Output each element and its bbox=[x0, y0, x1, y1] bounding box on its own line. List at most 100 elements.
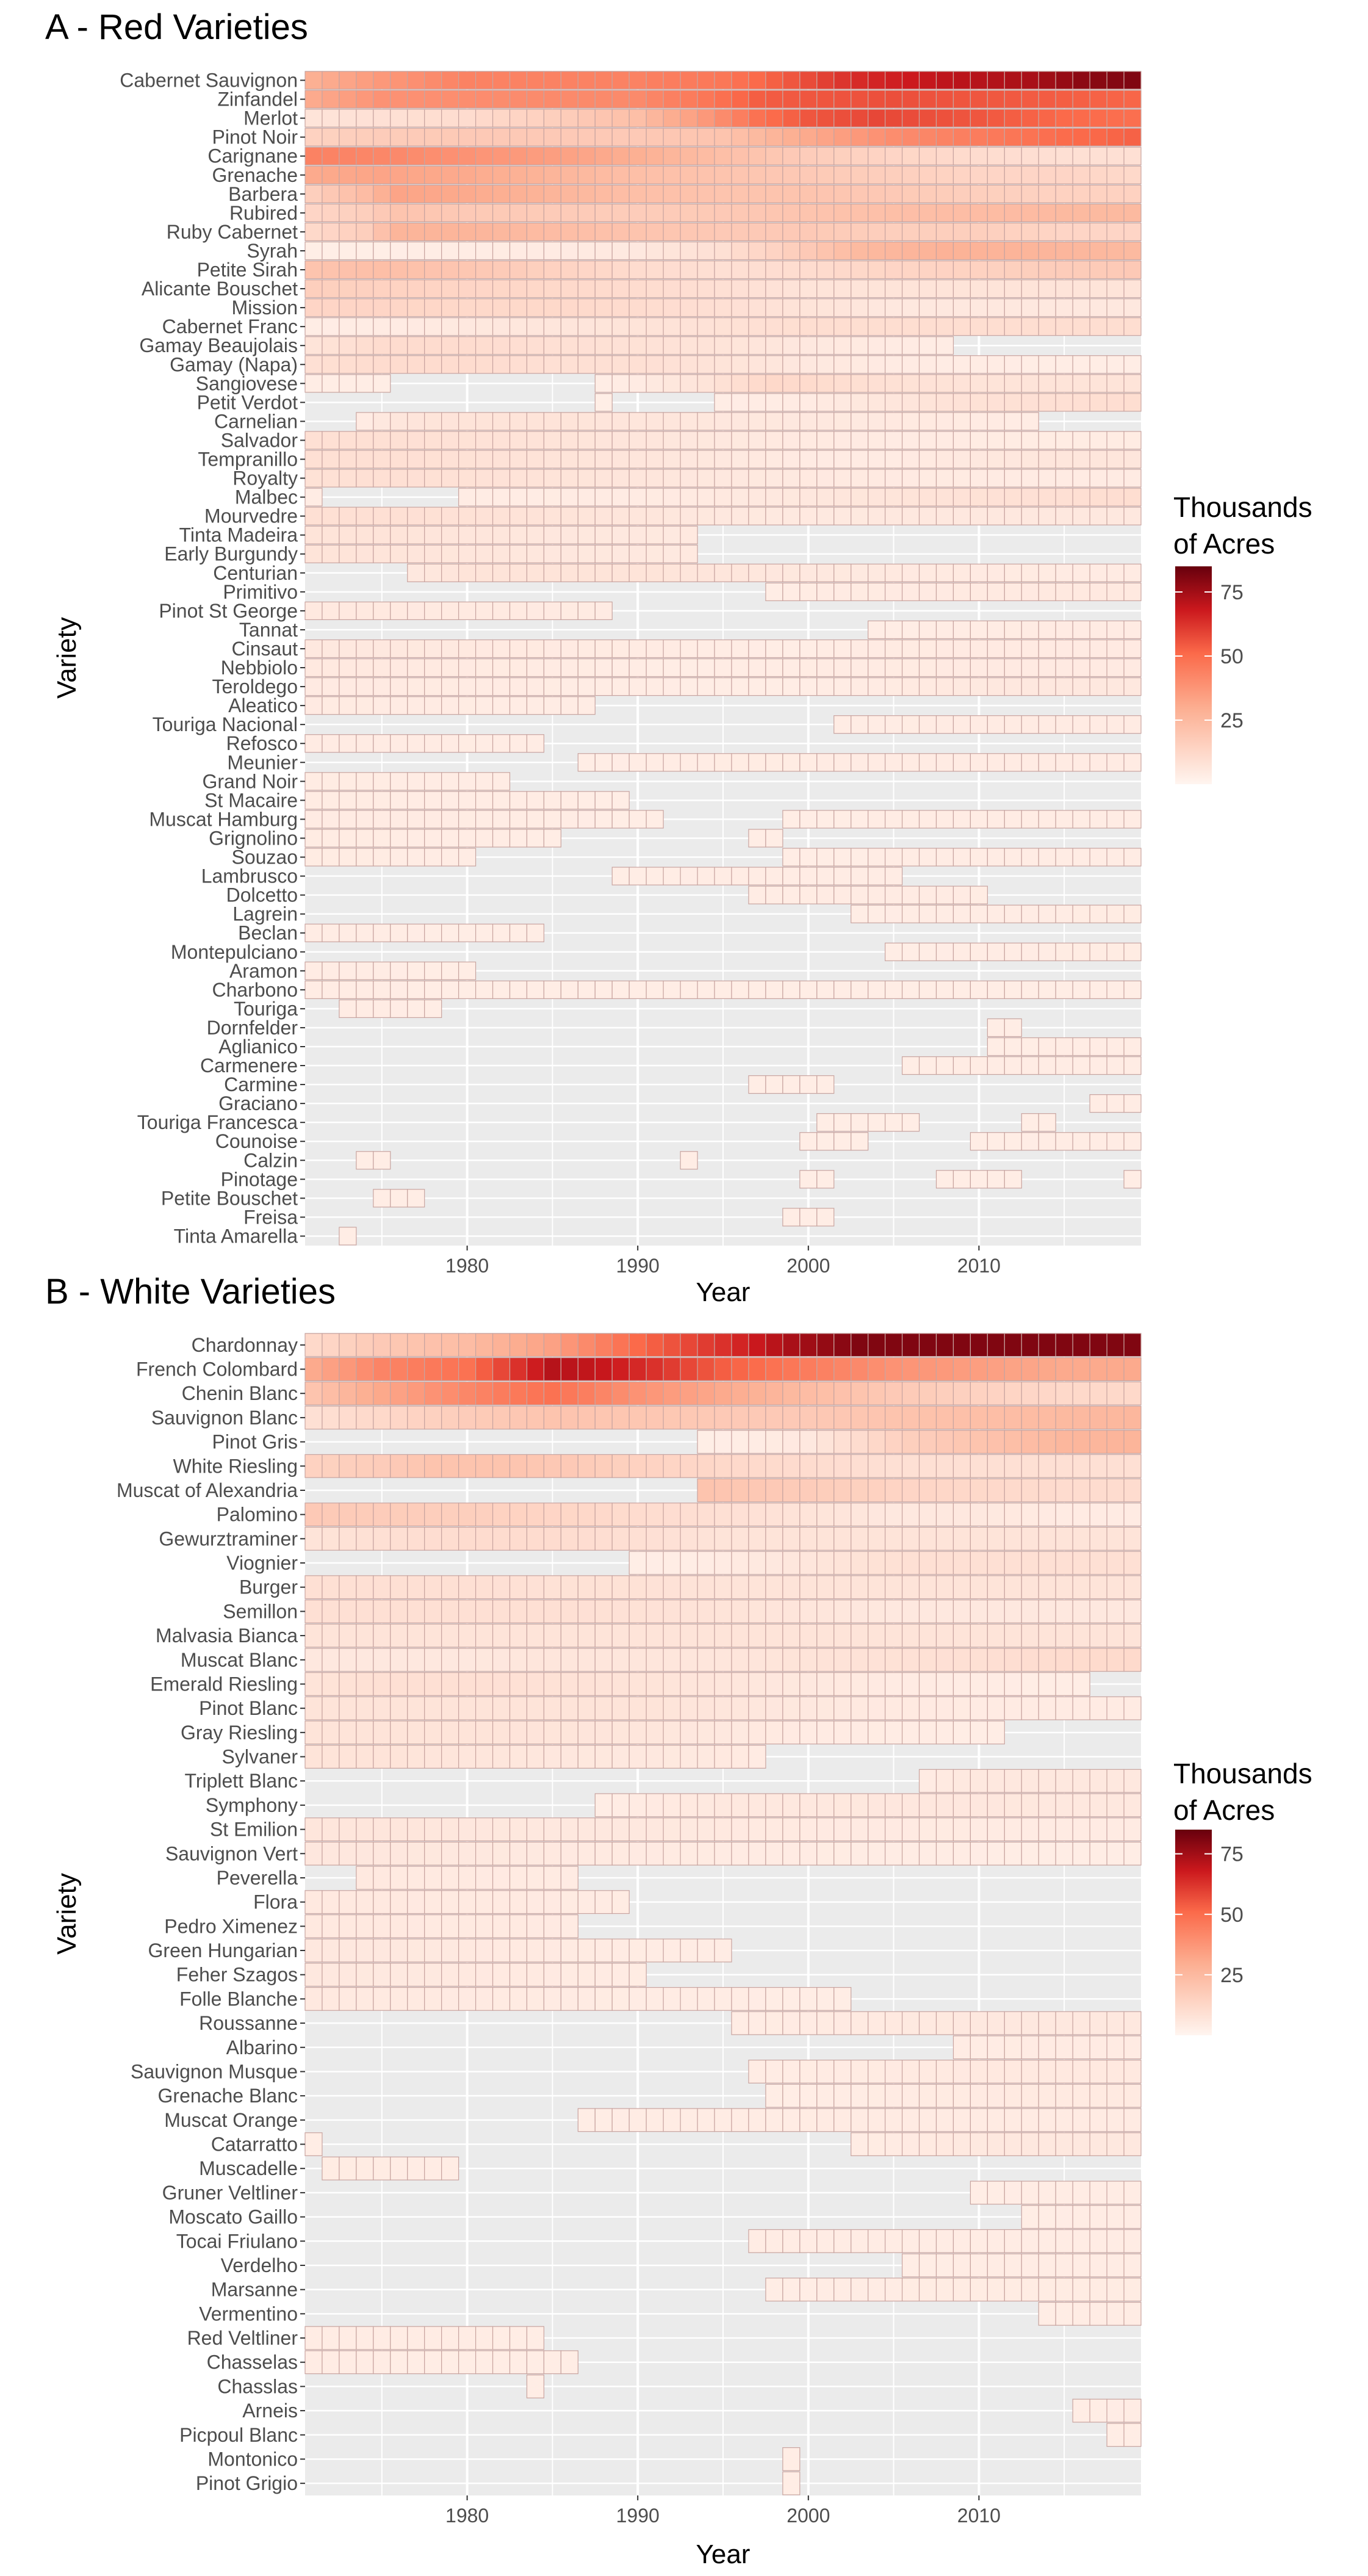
heatmap-cell bbox=[833, 677, 852, 696]
heatmap-cell bbox=[952, 222, 971, 242]
heatmap-cell bbox=[424, 1575, 442, 1600]
heatmap-cell bbox=[322, 146, 340, 165]
heatmap-cell bbox=[594, 1841, 613, 1866]
heatmap-cell bbox=[1106, 1357, 1125, 1381]
heatmap-cell bbox=[628, 336, 647, 355]
heatmap-cell bbox=[1055, 1696, 1073, 1720]
heatmap-cell bbox=[543, 128, 561, 146]
heatmap-cell bbox=[322, 829, 340, 848]
heatmap-cell bbox=[663, 2108, 681, 2132]
heatmap-cell bbox=[628, 488, 647, 507]
heatmap-cell bbox=[868, 469, 886, 488]
heatmap-cell bbox=[952, 848, 971, 867]
heatmap-cell bbox=[918, 165, 937, 184]
heatmap-cell bbox=[1123, 184, 1142, 203]
heatmap-cell bbox=[441, 109, 459, 128]
heatmap-cell bbox=[356, 525, 374, 544]
heatmap-cell bbox=[1055, 1405, 1073, 1430]
heatmap-cell bbox=[441, 1381, 459, 1405]
heatmap-cell bbox=[543, 412, 561, 431]
y-tick-label: Tinta Amarella bbox=[174, 1225, 298, 1247]
heatmap-cell bbox=[918, 1575, 937, 1600]
heatmap-cell bbox=[731, 1430, 749, 1454]
heatmap-cell bbox=[952, 1405, 971, 1430]
heatmap-cell bbox=[304, 1599, 323, 1623]
heatmap-cell bbox=[987, 1817, 1005, 1842]
heatmap-cell bbox=[390, 203, 408, 222]
heatmap-cell bbox=[833, 1648, 852, 1672]
heatmap-cell bbox=[868, 71, 886, 90]
heatmap-cell bbox=[611, 1890, 630, 1914]
heatmap-cell bbox=[526, 128, 545, 146]
heatmap-cell bbox=[304, 923, 323, 942]
heatmap-cell bbox=[901, 677, 920, 696]
heatmap-cell bbox=[731, 980, 749, 999]
heatmap-cell bbox=[697, 355, 715, 374]
heatmap-cell bbox=[441, 980, 459, 999]
heatmap-cell bbox=[492, 241, 511, 261]
heatmap-cell bbox=[611, 1405, 630, 1430]
heatmap-cell bbox=[748, 431, 766, 450]
heatmap-cell bbox=[543, 317, 561, 336]
heatmap-cell bbox=[1123, 146, 1142, 165]
heatmap-cell bbox=[458, 241, 477, 261]
heatmap-cell bbox=[646, 146, 664, 165]
heatmap-cell bbox=[577, 336, 596, 355]
heatmap-cell bbox=[1106, 2423, 1125, 2447]
heatmap-cell bbox=[885, 1623, 903, 1648]
heatmap-cell bbox=[1106, 1454, 1125, 1478]
heatmap-cell bbox=[935, 109, 954, 128]
heatmap-cell bbox=[1123, 620, 1142, 640]
heatmap-cell bbox=[339, 469, 357, 488]
heatmap-cell bbox=[697, 753, 715, 772]
heatmap-cell bbox=[492, 810, 511, 829]
y-tick-label: Nebbiolo bbox=[221, 657, 298, 679]
heatmap-cell bbox=[356, 109, 374, 128]
heatmap-cell bbox=[322, 1648, 340, 1672]
heatmap-cell bbox=[577, 71, 596, 90]
y-tick-label: Rubired bbox=[229, 202, 298, 224]
heatmap-cell bbox=[731, 658, 749, 677]
heatmap-cell bbox=[475, 1526, 494, 1551]
heatmap-cell bbox=[458, 488, 477, 507]
heatmap-cell bbox=[543, 469, 561, 488]
heatmap-cell bbox=[697, 563, 715, 582]
heatmap-cell bbox=[1106, 241, 1125, 261]
heatmap-cell bbox=[748, 2229, 766, 2253]
heatmap-cell bbox=[918, 886, 937, 904]
heatmap-cell bbox=[543, 1745, 561, 1769]
heatmap-cell bbox=[799, 753, 818, 772]
heatmap-cell bbox=[322, 961, 340, 980]
heatmap-cell bbox=[748, 1745, 766, 1769]
heatmap-cell bbox=[390, 128, 408, 146]
heatmap-cell bbox=[492, 734, 511, 753]
heatmap-cell bbox=[458, 810, 477, 829]
heatmap-cell bbox=[816, 1817, 835, 1842]
heatmap-cell bbox=[1072, 2181, 1090, 2205]
heatmap-cell bbox=[816, 450, 835, 469]
heatmap-cell bbox=[868, 1357, 886, 1381]
x-tick-label: 1980 bbox=[445, 1255, 489, 1277]
heatmap-cell bbox=[714, 1478, 732, 1503]
heatmap-cell bbox=[1089, 222, 1107, 242]
heatmap-cell bbox=[1123, 2035, 1142, 2060]
heatmap-cell bbox=[987, 639, 1005, 658]
heatmap-cell bbox=[628, 1720, 647, 1745]
heatmap-cell bbox=[356, 1648, 374, 1672]
y-tick-label: Tannat bbox=[239, 619, 298, 641]
heatmap-cell bbox=[987, 317, 1005, 336]
heatmap-cell bbox=[322, 1599, 340, 1623]
y-tick-label: Merlot bbox=[243, 107, 298, 129]
heatmap-cell bbox=[560, 431, 578, 450]
heatmap-cell bbox=[492, 601, 511, 621]
heatmap-cell bbox=[339, 184, 357, 203]
heatmap-cell bbox=[816, 507, 835, 525]
heatmap-cell bbox=[458, 677, 477, 696]
heatmap-cell bbox=[611, 544, 630, 563]
heatmap-cell bbox=[1055, 677, 1073, 696]
heatmap-cell bbox=[322, 222, 340, 242]
heatmap-cell bbox=[458, 1938, 477, 1963]
heatmap-cell bbox=[526, 525, 545, 544]
heatmap-cell bbox=[748, 867, 766, 886]
heatmap-cell bbox=[901, 658, 920, 677]
